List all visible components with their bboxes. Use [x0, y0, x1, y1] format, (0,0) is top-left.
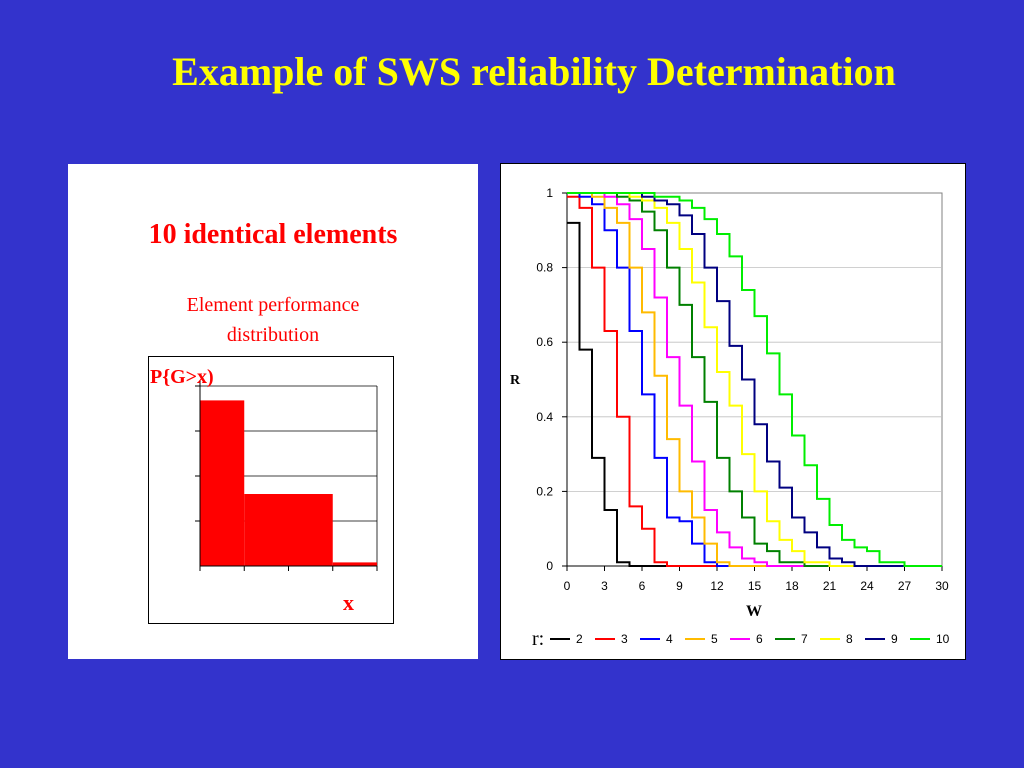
small-bar: [332, 562, 377, 566]
small-y-label: P{G>x): [150, 366, 214, 388]
y-tick-label: 0: [546, 559, 553, 573]
caption-line-1: Element performance: [186, 294, 360, 316]
legend-label: 2: [576, 632, 583, 646]
small-chart-frame: [148, 356, 394, 624]
y-tick-label: 0.4: [536, 410, 553, 424]
legend-label: 8: [846, 632, 853, 646]
subtitle: 10 identical elements: [148, 219, 398, 250]
y-tick-label: 0.6: [536, 335, 553, 349]
left-panel: 10 identical elements Element performanc…: [68, 164, 478, 659]
caption-line-2: distribution: [226, 324, 320, 346]
x-tick-label: 24: [860, 579, 874, 593]
small-x-label: x: [343, 590, 354, 615]
x-tick-label: 12: [710, 579, 724, 593]
performance-distribution-chart: P{G>x) x: [148, 356, 394, 624]
series-line-8: [567, 192, 942, 567]
x-tick-label: 21: [823, 579, 837, 593]
x-tick-label: 15: [748, 579, 762, 593]
x-tick-label: 18: [785, 579, 799, 593]
y-axis-label: R: [510, 373, 521, 388]
legend-title: r:: [532, 628, 544, 650]
x-axis-label: W: [746, 603, 762, 620]
legend-label: 5: [711, 632, 718, 646]
small-bar: [244, 494, 289, 566]
x-tick-label: 3: [601, 579, 608, 593]
y-tick-label: 0.2: [536, 484, 553, 498]
small-bar: [288, 494, 333, 566]
x-tick-label: 9: [676, 579, 683, 593]
reliability-chart-frame: [500, 163, 966, 660]
caption: Element performance distribution: [68, 290, 478, 350]
legend-label: 10: [936, 632, 950, 646]
legend-label: 7: [801, 632, 808, 646]
slide-title: Example of SWS reliability Determination: [172, 49, 896, 94]
series-line-10: [567, 192, 942, 567]
x-tick-label: 27: [898, 579, 912, 593]
x-tick-label: 6: [639, 579, 646, 593]
x-tick-label: 30: [935, 579, 949, 593]
legend-label: 4: [666, 632, 673, 646]
y-tick-label: 1: [546, 186, 553, 200]
small-bar: [200, 400, 245, 566]
legend-label: 6: [756, 632, 763, 646]
y-tick-label: 0.8: [536, 261, 553, 275]
x-tick-label: 0: [564, 579, 571, 593]
legend-label: 3: [621, 632, 628, 646]
legend-label: 9: [891, 632, 898, 646]
